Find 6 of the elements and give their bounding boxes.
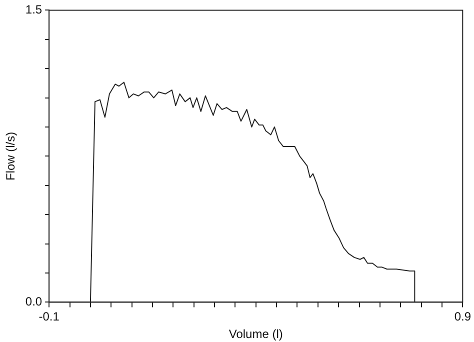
y-axis-title: Flow (l/s) <box>4 132 18 181</box>
x-tick-label: -0.1 <box>38 310 60 324</box>
x-tick-label: 0.9 <box>454 310 472 324</box>
y-tick-label: 0.0 <box>25 294 42 309</box>
x-axis-title: Volume (l) <box>228 327 283 342</box>
y-tick-label: 1.5 <box>25 2 42 17</box>
